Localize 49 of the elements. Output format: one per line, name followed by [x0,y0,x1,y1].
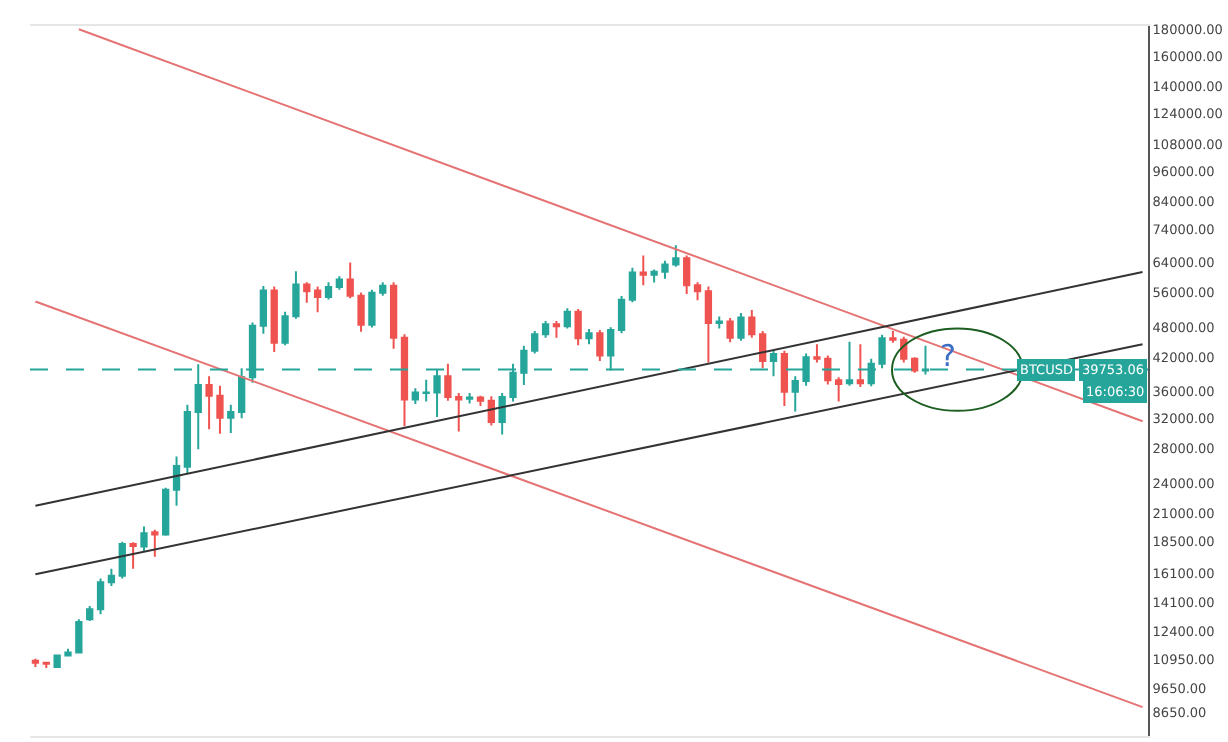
candlestick [574,308,582,347]
candlestick [552,320,561,339]
candlestick [541,320,550,339]
candlestick [151,528,159,558]
candlestick [715,315,723,330]
candlestick [31,657,40,668]
candlestick [628,266,637,304]
candlestick [617,295,626,335]
candlestick [270,285,278,353]
candlestick [227,403,235,434]
candlestick [140,525,148,553]
candlestick [96,577,105,616]
candlestick [585,328,593,346]
candlestick [845,340,854,387]
candlestick [400,333,409,428]
candlestick [563,307,571,330]
candlestick [259,285,268,335]
candlestick [324,281,333,301]
candlestick [737,312,745,342]
candlestick [183,403,192,475]
candlestick [42,660,50,670]
candlestick [172,455,181,507]
candlestick [465,392,474,405]
annotation: ? [940,338,956,374]
candlestick [303,281,311,304]
candlestick [769,349,778,378]
candlestick [389,281,398,350]
candlestick [86,605,94,623]
candlestick [780,349,789,408]
candlestick [693,281,702,302]
candlestick [759,329,767,370]
candlestick [910,356,919,374]
candlestick [748,308,756,339]
candlestick [107,567,116,587]
candlestick [856,343,865,388]
candlestick [335,275,343,291]
candlestick [118,540,126,580]
candlestick [683,254,691,296]
candlestick [596,328,604,362]
candlestick [704,285,713,364]
candlestick [726,316,734,344]
candlestick [835,376,843,403]
candlestick [411,387,419,406]
candlestick [313,285,322,314]
candlestick [476,394,485,408]
candlestick [129,541,137,570]
candlestick [194,363,202,451]
candlestick [162,486,170,537]
candlestick [639,254,647,287]
